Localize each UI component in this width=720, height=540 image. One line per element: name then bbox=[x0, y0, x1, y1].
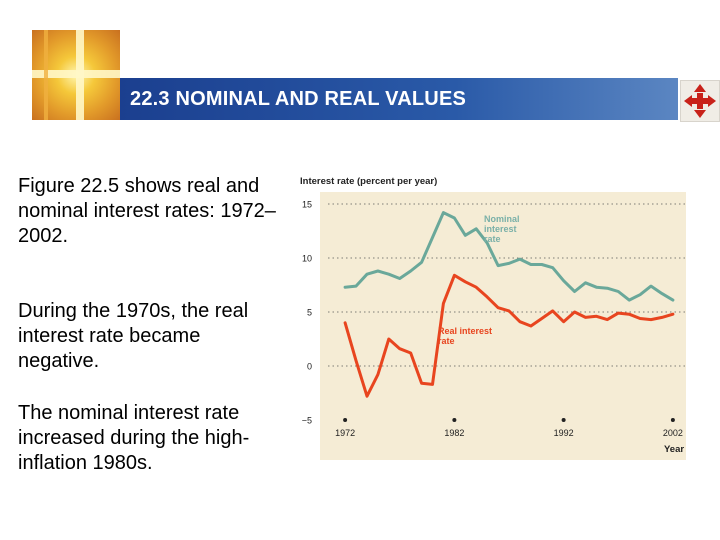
paragraph-1: Figure 22.5 shows real and nominal inter… bbox=[18, 175, 276, 247]
x-tick-label: 1992 bbox=[554, 428, 574, 438]
x-tick-mark bbox=[343, 418, 348, 422]
x-tick-label: 2002 bbox=[663, 428, 683, 438]
label-line: rate bbox=[484, 234, 501, 244]
title-bar bbox=[120, 78, 678, 120]
chart-panel: Interest rate (percent per year) 15 10 5 0 −… bbox=[290, 168, 690, 460]
real-rate-line bbox=[343, 273, 675, 398]
x-tick-label: 1972 bbox=[335, 428, 355, 438]
nominal-rate-label: Nominal interest rate bbox=[484, 214, 520, 244]
y-tick-label: 0 bbox=[307, 362, 312, 372]
interest-rate-chart: Interest rate (percent per year) 15 10 5 0 −… bbox=[300, 176, 686, 460]
paragraph-2: During the 1970s, the real interest rate… bbox=[18, 300, 249, 372]
page-title: 22.3 NOMINAL AND REAL VALUES bbox=[130, 88, 467, 110]
y-tick-label: 15 bbox=[302, 200, 312, 210]
decorative-logo bbox=[32, 30, 120, 120]
paragraph-3: The nominal interest rate increased duri… bbox=[18, 402, 250, 474]
logo-bar-vertical bbox=[76, 30, 84, 120]
y-tick-label: 5 bbox=[307, 308, 312, 318]
label-line: interest bbox=[484, 224, 517, 234]
label-line: Real interest bbox=[438, 326, 492, 336]
label-line: Nominal bbox=[484, 214, 520, 224]
x-tick-mark bbox=[561, 418, 566, 422]
x-tick-mark bbox=[670, 418, 675, 422]
x-tick-mark bbox=[452, 418, 457, 422]
four-arrow-nav-icon bbox=[684, 84, 716, 118]
y-tick-label: 10 bbox=[302, 254, 312, 264]
real-rate-label: Real interest rate bbox=[438, 326, 492, 346]
y-axis-title: Interest rate (percent per year) bbox=[300, 176, 437, 187]
navigation-button[interactable] bbox=[680, 80, 720, 122]
plot-background bbox=[320, 192, 686, 460]
label-line: rate bbox=[438, 336, 455, 346]
y-tick-label: −5 bbox=[302, 416, 312, 426]
logo-bar-accent bbox=[44, 30, 48, 120]
x-tick-label: 1982 bbox=[444, 428, 464, 438]
nominal-rate-line bbox=[343, 211, 675, 302]
x-axis-title: Year bbox=[664, 444, 684, 455]
